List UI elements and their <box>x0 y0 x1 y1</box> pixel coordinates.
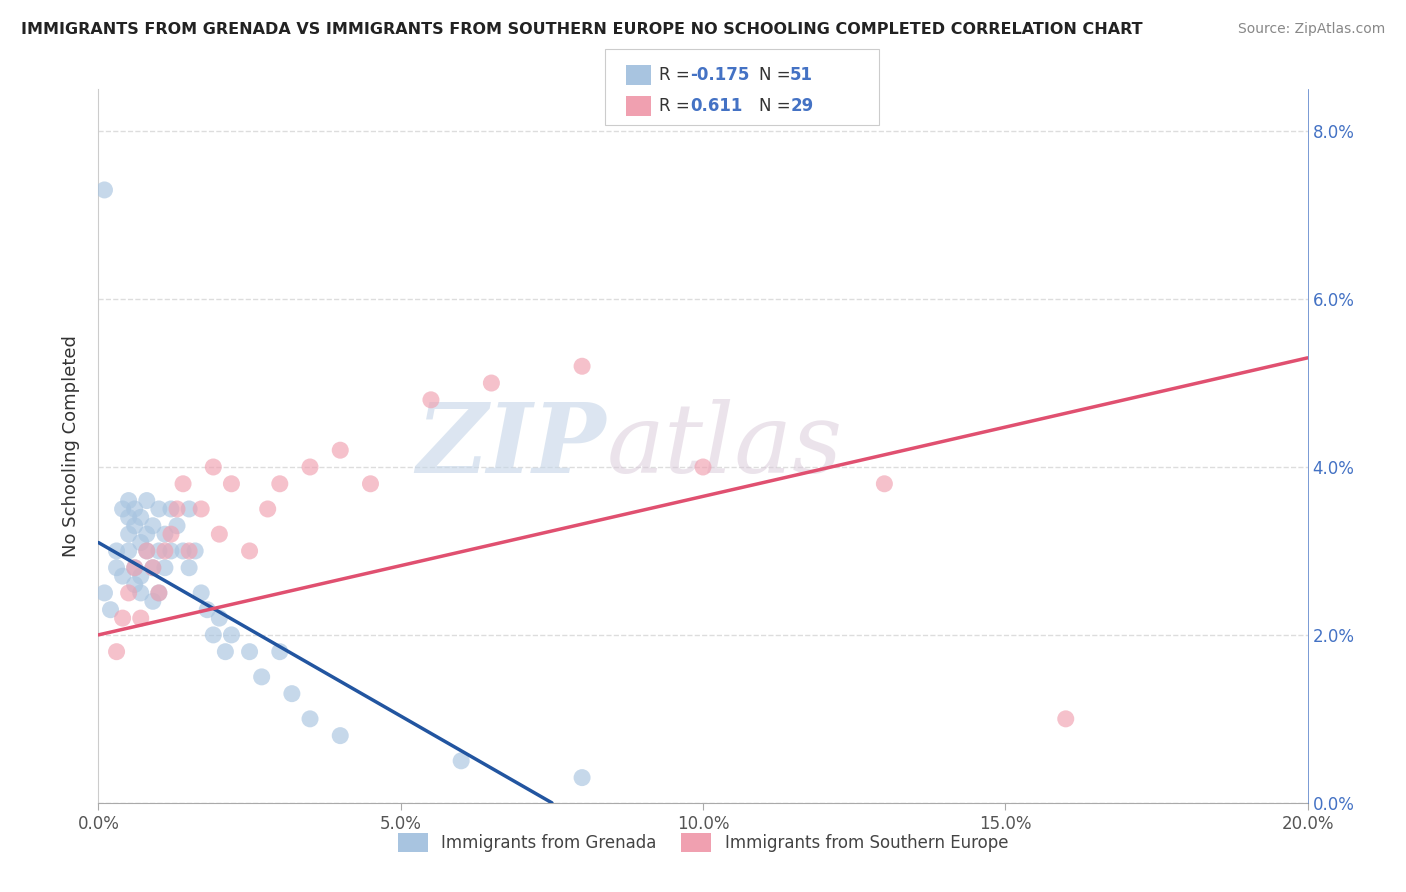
Point <box>135 493 157 508</box>
Point <box>100 603 122 617</box>
Point <box>481 376 503 390</box>
Point <box>124 560 146 574</box>
Point <box>153 527 176 541</box>
Text: N =: N = <box>759 96 796 115</box>
Point <box>148 586 170 600</box>
Point <box>208 611 231 625</box>
Point <box>184 544 207 558</box>
Point <box>450 754 472 768</box>
Point <box>360 476 382 491</box>
Point <box>105 560 128 574</box>
Y-axis label: No Schooling Completed: No Schooling Completed <box>62 335 80 557</box>
Point <box>1054 712 1077 726</box>
Point <box>118 510 141 524</box>
Point <box>195 603 218 617</box>
Point <box>281 687 304 701</box>
Point <box>239 544 262 558</box>
Point <box>160 502 183 516</box>
Point <box>129 611 152 625</box>
Point <box>179 502 201 516</box>
Point <box>124 577 146 591</box>
Point <box>873 476 896 491</box>
Point <box>571 359 593 374</box>
Point <box>179 560 201 574</box>
Point <box>129 586 152 600</box>
Point <box>124 560 146 574</box>
Point <box>190 502 212 516</box>
Point <box>208 527 231 541</box>
Text: Source: ZipAtlas.com: Source: ZipAtlas.com <box>1237 22 1385 37</box>
Point <box>571 771 593 785</box>
Point <box>118 527 141 541</box>
Point <box>111 569 134 583</box>
Text: -0.175: -0.175 <box>690 66 749 84</box>
Point <box>142 560 165 574</box>
Point <box>329 443 352 458</box>
Point <box>221 476 243 491</box>
Point <box>269 645 291 659</box>
Point <box>202 628 225 642</box>
Point <box>160 544 183 558</box>
Point <box>172 544 194 558</box>
Point <box>250 670 273 684</box>
Point <box>124 502 146 516</box>
Point <box>299 712 322 726</box>
Point <box>105 544 128 558</box>
Point <box>153 544 176 558</box>
Point <box>129 535 152 549</box>
Point <box>172 476 194 491</box>
Point <box>166 518 188 533</box>
Point <box>118 493 141 508</box>
Point <box>202 460 225 475</box>
Point <box>329 729 352 743</box>
Text: R =: R = <box>659 66 696 84</box>
Point <box>129 569 152 583</box>
Legend: Immigrants from Grenada, Immigrants from Southern Europe: Immigrants from Grenada, Immigrants from… <box>391 826 1015 859</box>
Text: atlas: atlas <box>606 399 842 493</box>
Point <box>153 560 176 574</box>
Point <box>118 586 141 600</box>
Point <box>256 502 278 516</box>
Point <box>148 586 170 600</box>
Point <box>124 518 146 533</box>
Point <box>135 527 157 541</box>
Text: IMMIGRANTS FROM GRENADA VS IMMIGRANTS FROM SOUTHERN EUROPE NO SCHOOLING COMPLETE: IMMIGRANTS FROM GRENADA VS IMMIGRANTS FR… <box>21 22 1143 37</box>
Text: ZIP: ZIP <box>416 399 606 493</box>
Point <box>190 586 212 600</box>
Point <box>269 476 291 491</box>
Point <box>420 392 443 407</box>
Point <box>160 527 183 541</box>
Point <box>142 594 165 608</box>
Point <box>135 544 157 558</box>
Point <box>129 510 152 524</box>
Point <box>214 645 236 659</box>
Point <box>93 183 115 197</box>
Point <box>111 502 134 516</box>
Point <box>221 628 243 642</box>
Text: 29: 29 <box>790 96 814 115</box>
Point <box>142 560 165 574</box>
Point <box>239 645 262 659</box>
Point <box>105 645 128 659</box>
Point <box>142 518 165 533</box>
Point <box>148 544 170 558</box>
Point <box>299 460 322 475</box>
Point <box>135 544 157 558</box>
Text: 51: 51 <box>790 66 813 84</box>
Text: N =: N = <box>759 66 796 84</box>
Point <box>93 586 115 600</box>
Text: R =: R = <box>659 96 696 115</box>
Point <box>692 460 714 475</box>
Point <box>111 611 134 625</box>
Point <box>179 544 201 558</box>
Point <box>166 502 188 516</box>
Point <box>148 502 170 516</box>
Point <box>118 544 141 558</box>
Text: 0.611: 0.611 <box>690 96 742 115</box>
